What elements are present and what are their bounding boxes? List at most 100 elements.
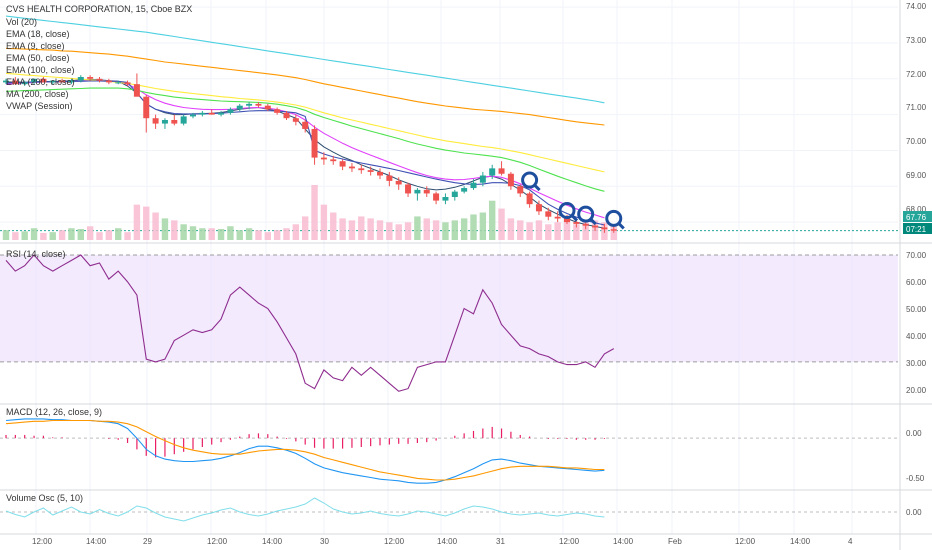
candle-body xyxy=(405,184,412,194)
vol-osc-polyline xyxy=(5,497,605,522)
volume-bar xyxy=(563,218,571,240)
candle-body xyxy=(592,225,599,228)
candle-body xyxy=(535,204,542,212)
legend-ema100[interactable]: EMA (100, close) xyxy=(6,65,75,75)
candle-body xyxy=(507,173,514,187)
volosc-label[interactable]: Volume Osc (5, 10) xyxy=(6,493,83,503)
volume-bar xyxy=(12,232,19,240)
volume-bar xyxy=(273,230,281,240)
volume-bar xyxy=(451,220,458,240)
candle-body xyxy=(582,223,589,226)
volume-bar xyxy=(535,220,543,240)
volume-bar xyxy=(376,220,384,240)
legend-ema18[interactable]: EMA (18, close) xyxy=(6,29,70,39)
volume-bar xyxy=(2,230,10,240)
candle-body xyxy=(21,82,28,85)
legend-vwap[interactable]: VWAP (Session) xyxy=(6,101,73,111)
price-tick: 70.00 xyxy=(906,137,927,146)
volume-bar xyxy=(133,204,141,240)
candle-body xyxy=(433,193,440,201)
candle-body xyxy=(264,105,271,110)
legend-ema50[interactable]: EMA (50, close) xyxy=(6,53,70,63)
legend-ema200[interactable]: EMA (200, close) xyxy=(6,77,75,87)
candle-body xyxy=(68,80,75,83)
symbol-title[interactable]: CVS HEALTH CORPORATION, 15, Cboe BZX xyxy=(6,4,192,14)
volume-bar xyxy=(180,224,187,240)
candle-body xyxy=(171,120,178,124)
ma-line xyxy=(5,80,605,226)
candle-body xyxy=(442,197,449,201)
volume-bar xyxy=(30,228,38,240)
signal-polyline xyxy=(5,419,605,481)
magnifier-markers xyxy=(521,171,625,230)
volume-bar xyxy=(414,216,421,240)
x-tick: 12:00 xyxy=(384,537,405,546)
rsi-tick: 20.00 xyxy=(906,386,927,395)
candle-body xyxy=(152,118,159,124)
legend-vol[interactable]: Vol (20) xyxy=(6,17,37,27)
volume-bar xyxy=(171,220,178,240)
candle-body xyxy=(302,121,309,129)
volume-bar xyxy=(395,224,402,240)
candle-body xyxy=(367,170,374,172)
candle-body xyxy=(601,227,608,230)
macd-lines xyxy=(5,418,606,484)
x-tick: 14:00 xyxy=(437,537,458,546)
volume-bar xyxy=(245,228,253,240)
candle-body xyxy=(115,82,122,84)
volume-bar xyxy=(479,212,487,240)
rsi-label[interactable]: RSI (14, close) xyxy=(6,249,66,259)
rsi-tick: 70.00 xyxy=(906,251,927,260)
volume-bar xyxy=(489,200,496,240)
rsi-tick: 30.00 xyxy=(906,359,927,368)
x-tick: 14:00 xyxy=(262,537,283,546)
candle-body xyxy=(3,80,9,83)
volume-bar xyxy=(311,185,318,240)
x-tick: 14:00 xyxy=(613,537,634,546)
candle-body xyxy=(451,191,458,198)
candle-body xyxy=(348,166,355,169)
volume-bar xyxy=(124,232,131,240)
candle-body xyxy=(358,168,365,171)
candle-body xyxy=(227,109,234,113)
candle-body xyxy=(161,120,168,124)
last-price-tag xyxy=(903,211,932,222)
volume-bar xyxy=(105,230,113,240)
volume-bar xyxy=(199,228,206,240)
volume-bar xyxy=(217,229,225,240)
candle-body xyxy=(236,105,243,110)
volume-bar xyxy=(545,224,552,240)
candle-body xyxy=(517,186,524,194)
volume-bar xyxy=(358,216,365,240)
volume-bar xyxy=(386,222,393,240)
candle-body xyxy=(124,82,131,85)
volume-bar xyxy=(526,222,533,240)
volume-bar xyxy=(143,206,150,240)
volume-bar xyxy=(320,204,328,240)
volume-bar xyxy=(573,224,580,240)
candle-body xyxy=(498,168,505,174)
legend-ma200[interactable]: MA (200, close) xyxy=(6,89,69,99)
moving-averages xyxy=(5,15,605,229)
x-tick: 12:00 xyxy=(735,537,756,546)
volume-bar xyxy=(161,218,169,240)
candle-body xyxy=(395,180,402,185)
x-tick: 4 xyxy=(848,537,853,546)
macd-label[interactable]: MACD (12, 26, close, 9) xyxy=(6,407,102,417)
price-tick: 74.00 xyxy=(906,2,927,11)
legend-ema9[interactable]: EMA (9, close) xyxy=(6,41,65,51)
rsi-band-fill xyxy=(0,255,898,362)
rsi-tick: 40.00 xyxy=(906,332,927,341)
candle-body xyxy=(554,216,561,219)
candle-body xyxy=(143,96,150,119)
rsi-polyline xyxy=(5,254,615,392)
magnifier-handle xyxy=(589,218,597,226)
x-tick: 31 xyxy=(496,537,505,546)
volume-bar xyxy=(152,212,159,240)
price-tick: 69.00 xyxy=(906,171,927,180)
x-tick: 12:00 xyxy=(207,537,228,546)
volume-bar xyxy=(255,230,262,240)
candle-body xyxy=(610,229,617,231)
magnifier-handle xyxy=(533,183,541,192)
